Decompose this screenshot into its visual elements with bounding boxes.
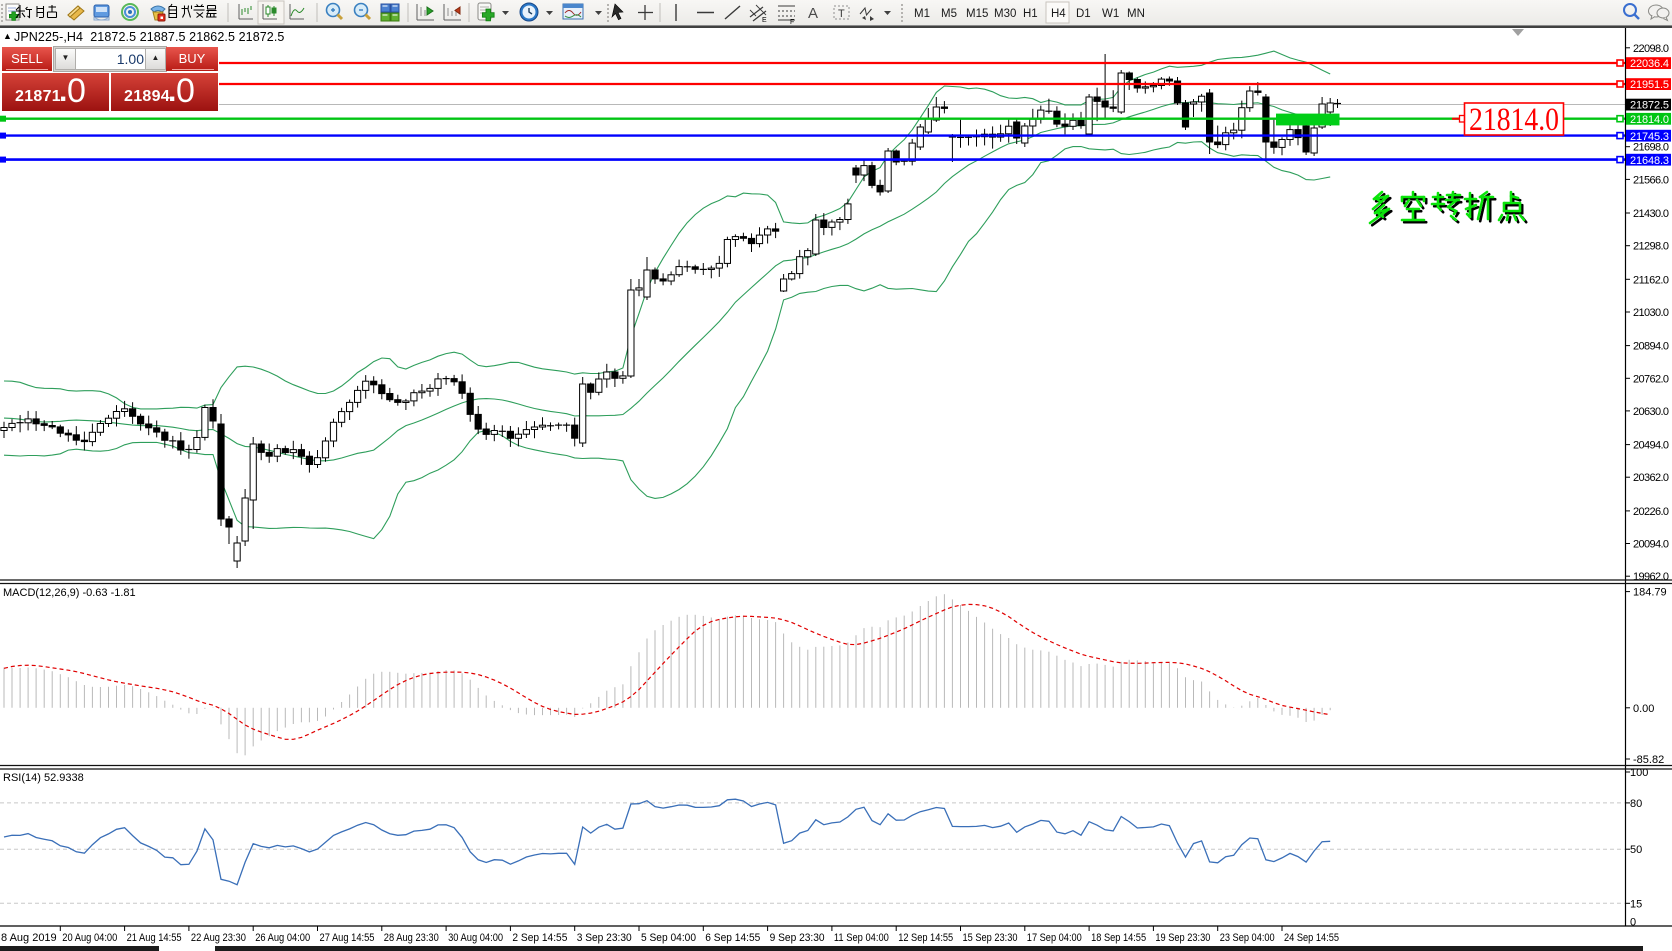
svg-text:2 Sep 14:55: 2 Sep 14:55 (512, 932, 567, 944)
svg-text:21298.0: 21298.0 (1633, 241, 1669, 253)
svg-text:21698.0: 21698.0 (1633, 142, 1669, 154)
svg-text:W1: W1 (1102, 8, 1119, 20)
svg-text:24 Sep 14:55: 24 Sep 14:55 (1284, 932, 1339, 944)
svg-text:3 Sep 23:30: 3 Sep 23:30 (577, 932, 632, 944)
svg-text:M1: M1 (914, 8, 930, 20)
svg-text:80: 80 (1630, 798, 1642, 810)
svg-text:21566.0: 21566.0 (1633, 174, 1669, 186)
svg-text:18 Sep 14:55: 18 Sep 14:55 (1091, 932, 1146, 944)
svg-text:21162.0: 21162.0 (1633, 274, 1669, 286)
svg-text:21 Aug 14:55: 21 Aug 14:55 (127, 932, 182, 944)
svg-text:15: 15 (1630, 898, 1642, 910)
svg-text:M30: M30 (994, 8, 1016, 20)
svg-text:5 Sep 04:00: 5 Sep 04:00 (641, 932, 696, 944)
svg-text:D1: D1 (1076, 8, 1091, 20)
svg-text:MN: MN (1127, 8, 1145, 20)
svg-text:21814.0: 21814.0 (1630, 114, 1669, 126)
svg-text:28 Aug 23:30: 28 Aug 23:30 (384, 932, 439, 944)
svg-text:20494.0: 20494.0 (1633, 440, 1669, 452)
svg-text:19 Sep 23:30: 19 Sep 23:30 (1155, 932, 1210, 944)
svg-text:6 Sep 14:55: 6 Sep 14:55 (705, 932, 760, 944)
svg-text:19962.0: 19962.0 (1633, 571, 1669, 583)
svg-text:21430.0: 21430.0 (1633, 208, 1669, 220)
svg-text:0.00: 0.00 (1633, 703, 1654, 715)
svg-text:9 Sep 23:30: 9 Sep 23:30 (770, 932, 825, 944)
svg-text:-85.82: -85.82 (1633, 754, 1664, 766)
svg-text:20762.0: 20762.0 (1633, 373, 1669, 385)
svg-text:E: E (762, 17, 767, 24)
svg-text:11 Sep 04:00: 11 Sep 04:00 (834, 932, 889, 944)
svg-text:20226.0: 20226.0 (1633, 506, 1669, 518)
svg-text:30 Aug 04:00: 30 Aug 04:00 (448, 932, 503, 944)
svg-text:23 Sep 04:00: 23 Sep 04:00 (1220, 932, 1275, 944)
svg-text:F: F (790, 19, 794, 25)
svg-text:20630.0: 20630.0 (1633, 406, 1669, 418)
svg-text:MACD(12,26,9) -0.63 -1.81: MACD(12,26,9) -0.63 -1.81 (3, 587, 136, 599)
svg-text:RSI(14) 52.9338: RSI(14) 52.9338 (3, 772, 84, 784)
svg-text:H1: H1 (1023, 8, 1038, 20)
svg-text:100: 100 (1630, 767, 1648, 779)
svg-text:184.79: 184.79 (1633, 587, 1667, 599)
svg-text:27 Aug 14:55: 27 Aug 14:55 (320, 932, 375, 944)
svg-text:22 Aug 23:30: 22 Aug 23:30 (191, 932, 246, 944)
svg-text:A: A (808, 5, 818, 22)
svg-text:21814.0: 21814.0 (1469, 102, 1559, 138)
svg-text:50: 50 (1630, 844, 1642, 856)
svg-text:20362.0: 20362.0 (1633, 472, 1669, 484)
svg-text:12 Sep 14:55: 12 Sep 14:55 (898, 932, 953, 944)
svg-text:21030.0: 21030.0 (1633, 307, 1669, 319)
svg-text:8 Aug 2019: 8 Aug 2019 (1, 932, 57, 944)
svg-text:22036.4: 22036.4 (1630, 58, 1669, 70)
svg-text:20 Aug 04:00: 20 Aug 04:00 (62, 932, 117, 944)
svg-text:22098.0: 22098.0 (1633, 43, 1669, 55)
svg-text:26 Aug 04:00: 26 Aug 04:00 (255, 932, 310, 944)
svg-text:M15: M15 (966, 8, 988, 20)
svg-text:T: T (838, 8, 845, 20)
svg-text:15 Sep 23:30: 15 Sep 23:30 (963, 932, 1018, 944)
svg-text:M5: M5 (941, 8, 957, 20)
svg-text:20094.0: 20094.0 (1633, 539, 1669, 551)
svg-text:17 Sep 04:00: 17 Sep 04:00 (1027, 932, 1082, 944)
svg-text:H4: H4 (1051, 8, 1066, 20)
svg-text:21745.3: 21745.3 (1630, 131, 1669, 143)
svg-text:21648.3: 21648.3 (1630, 155, 1669, 167)
svg-text:0: 0 (1630, 917, 1636, 929)
svg-text:20894.0: 20894.0 (1633, 341, 1669, 353)
svg-text:21951.5: 21951.5 (1630, 79, 1669, 91)
svg-text:21872.5: 21872.5 (1630, 100, 1669, 112)
